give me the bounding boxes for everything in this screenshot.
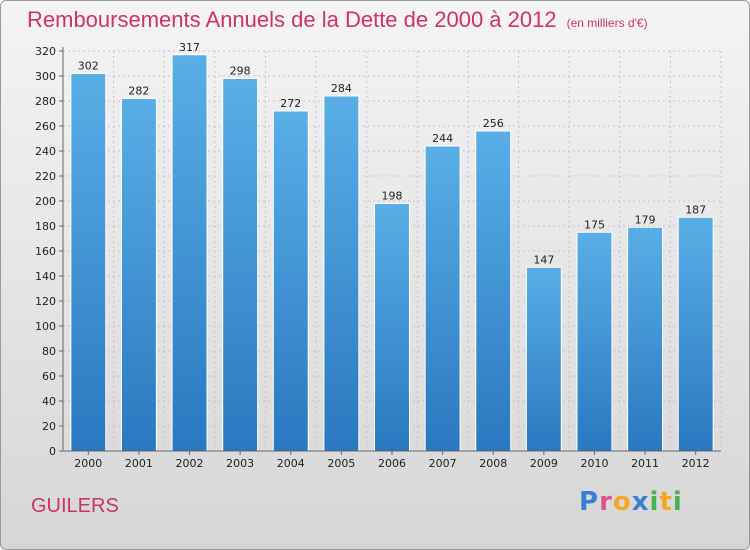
bar-value-label: 298 <box>230 65 251 78</box>
bar-value-label: 256 <box>483 117 504 130</box>
bar-2003 <box>222 78 259 452</box>
bar-2004 <box>272 110 309 452</box>
bar-2006 <box>374 203 410 452</box>
bar-value-label: 175 <box>584 218 605 231</box>
x-tick-label: 2009 <box>530 457 558 470</box>
chart-title-text: Remboursements Annuels de la Dette de 20… <box>27 7 557 32</box>
chart-title: Remboursements Annuels de la Dette de 20… <box>27 7 648 33</box>
bar-value-label: 147 <box>533 253 554 266</box>
y-tick-label: 220 <box>35 170 56 183</box>
bar-2001 <box>120 98 157 452</box>
x-tick-label: 2010 <box>580 457 608 470</box>
x-tick-label: 2011 <box>631 457 659 470</box>
bar-value-label: 302 <box>78 60 99 73</box>
y-tick-label: 260 <box>35 120 56 133</box>
bar-value-label: 187 <box>685 203 706 216</box>
y-tick-label: 200 <box>35 195 56 208</box>
x-tick-label: 2005 <box>327 457 355 470</box>
bar-2002 <box>171 54 208 452</box>
x-tick-label: 2008 <box>479 457 507 470</box>
y-tick-label: 300 <box>35 70 56 83</box>
bar-2010 <box>576 231 613 452</box>
bar-2012 <box>677 216 714 452</box>
y-tick-label: 100 <box>35 320 56 333</box>
bar-2000 <box>70 73 107 452</box>
y-tick-label: 20 <box>42 420 56 433</box>
x-tick-label: 2007 <box>429 457 457 470</box>
y-tick-label: 140 <box>35 270 56 283</box>
y-tick-label: 280 <box>35 95 56 108</box>
y-tick-label: 320 <box>35 45 56 58</box>
y-tick-label: 40 <box>42 395 56 408</box>
x-tick-label: 2001 <box>125 457 153 470</box>
bar-2007 <box>424 145 461 452</box>
town-name: GUILERS <box>31 495 119 517</box>
axes: 0 20 40 60 80 100 120 140 160 180 200 220 240 260 280 3… <box>35 45 721 470</box>
bar-2005 <box>323 95 360 452</box>
x-tick-label: 2006 <box>378 457 406 470</box>
bar-value-label: 272 <box>280 97 301 110</box>
bar-2008 <box>475 130 512 452</box>
x-tick-label: 2012 <box>682 457 710 470</box>
bar-value-label: 282 <box>128 85 149 98</box>
y-tick-label: 120 <box>35 295 56 308</box>
bar-value-label: 198 <box>382 190 403 203</box>
bar-2011 <box>627 226 664 452</box>
bar-value-label: 284 <box>331 82 352 95</box>
bar-value-label: 179 <box>635 213 656 226</box>
bar-value-label: 317 <box>179 41 200 54</box>
y-tick-label: 60 <box>42 370 56 383</box>
y-tick-label: 240 <box>35 145 56 158</box>
x-tick-label: 2003 <box>226 457 254 470</box>
x-tick-label: 2000 <box>74 457 102 470</box>
proxiti-logo: Proxiti <box>579 487 683 517</box>
x-tick-label: 2004 <box>277 457 305 470</box>
y-tick-label: 0 <box>49 445 56 458</box>
x-tick-label: 2002 <box>176 457 204 470</box>
chart-subtitle: (en milliers d'€) <box>566 16 648 30</box>
bar-value-label: 244 <box>432 132 453 145</box>
y-tick-label: 180 <box>35 220 56 233</box>
y-tick-label: 160 <box>35 245 56 258</box>
bars: 302 282 317 298 272 284 198 244 256 147 175 179 187 <box>70 41 714 452</box>
y-tick-label: 80 <box>42 345 56 358</box>
bar-2009 <box>525 266 562 452</box>
